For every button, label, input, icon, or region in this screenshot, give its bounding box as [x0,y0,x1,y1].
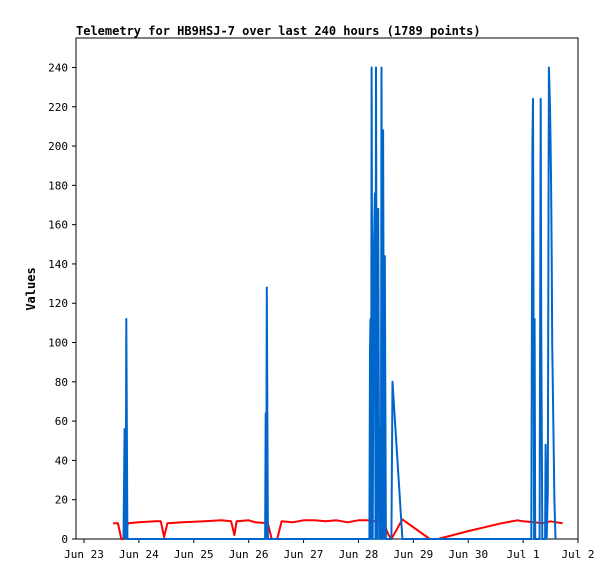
y-tick-label: 160 [48,219,68,232]
x-tick-label: Jun 25 [174,548,214,561]
y-tick-label: 60 [55,415,68,428]
y-axis: 0 20 40 60 80 100 120 140 160 180 200 220 240 [48,61,76,546]
y-tick-label: 40 [55,454,68,467]
y-tick-label: 120 [48,297,68,310]
x-tick-label: Jun 29 [393,548,433,561]
x-tick-label: Jul 2 [561,548,594,561]
x-axis: Jun 23 Jun 24 Jun 25 Jun 26 Jun 27 Jun 28 Jun … [64,539,595,561]
y-tick-label: 140 [48,258,68,271]
y-tick-label: 0 [61,533,68,546]
y-tick-label: 20 [55,494,68,507]
y-tick-label: 180 [48,179,68,192]
y-axis-label: Values [24,267,38,310]
y-tick-label: 80 [55,376,68,389]
x-tick-label: Jul 1 [507,548,540,561]
x-tick-label: Jun 24 [119,548,159,561]
y-tick-label: 200 [48,140,68,153]
x-tick-label: Jun 26 [229,548,269,561]
series-layer [113,66,563,540]
y-tick-label: 240 [48,61,68,74]
y-tick-label: 220 [48,101,68,114]
series-line-1 [113,518,563,540]
series-line-2 [122,66,557,540]
y-tick-label: 100 [48,337,68,350]
x-tick-label: Jun 30 [448,548,488,561]
x-tick-label: Jun 28 [339,548,379,561]
chart-title: Telemetry for HB9HSJ-7 over last 240 hou… [76,24,481,38]
x-tick-label: Jun 23 [64,548,104,561]
x-tick-label: Jun 27 [284,548,324,561]
plot-frame [75,37,579,540]
